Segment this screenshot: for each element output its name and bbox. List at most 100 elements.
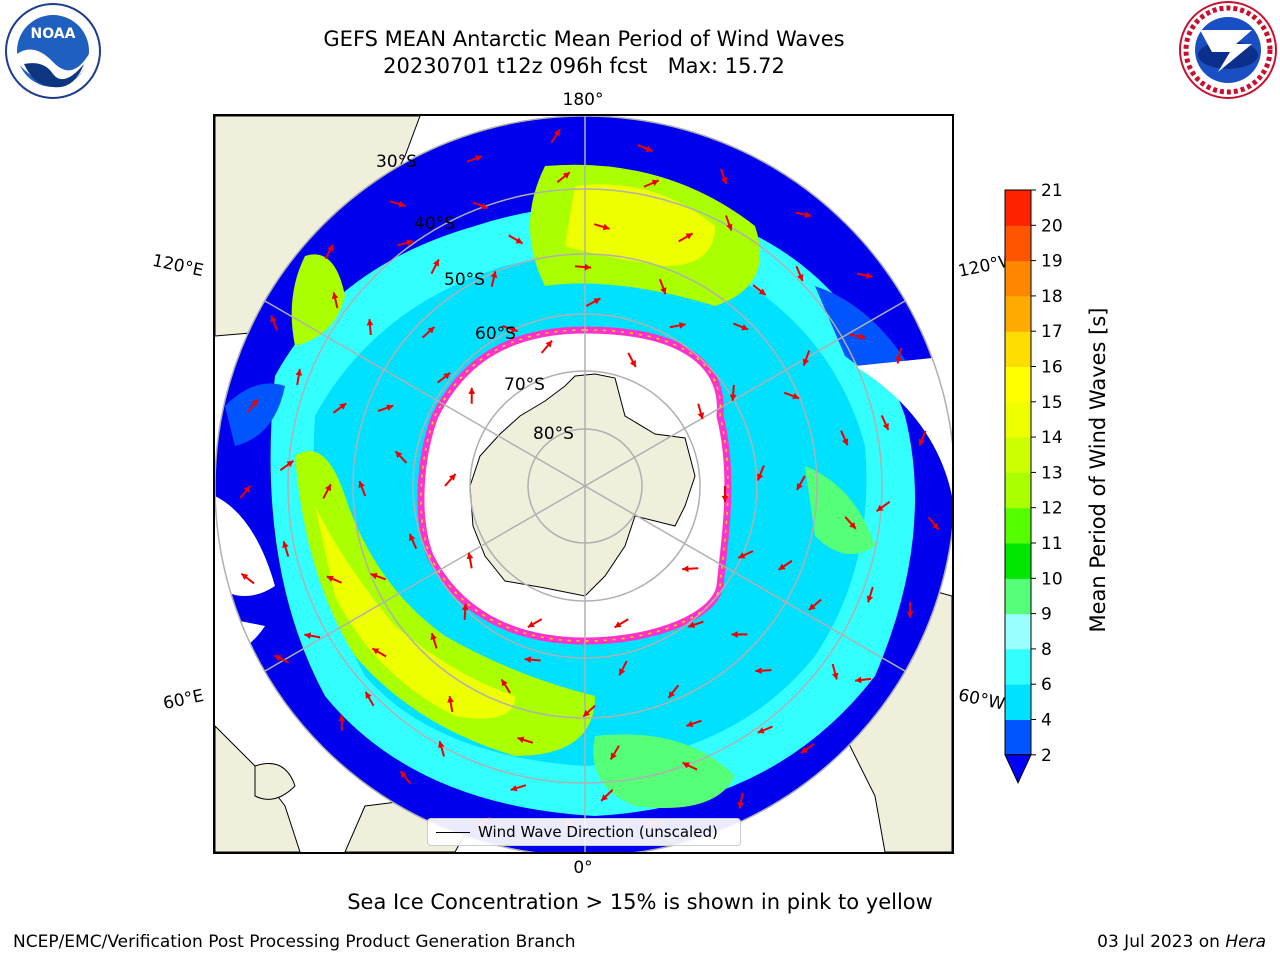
wave-direction-arrowhead [737, 801, 745, 809]
legend-label: Wind Wave Direction (unscaled) [478, 823, 718, 841]
lat-label-80s: 80°S [533, 424, 574, 444]
footer-host: Hera [1225, 932, 1266, 952]
wave-direction-arrowhead [610, 752, 617, 760]
wave-direction-arrowhead [866, 595, 874, 603]
sea-ice-caption: Sea Ice Concentration > 15% is shown in … [347, 890, 933, 914]
wave-direction-arrowhead [480, 202, 488, 210]
wave-direction-arrowhead [757, 727, 765, 734]
wave-direction-arrowhead [447, 696, 454, 703]
wave-direction-arrowhead [802, 358, 809, 366]
colorbar-segment [1005, 225, 1031, 262]
wave-direction-arrowhead [583, 709, 590, 717]
colorbar-segment [1005, 260, 1031, 297]
colorbar-tick-label: 4 [1041, 711, 1052, 731]
wave-direction-arrowhead [510, 784, 518, 792]
lat-label-30s: 30°S [376, 152, 417, 172]
wave-direction-arrowhead [395, 451, 403, 459]
wave-direction-arrowhead [251, 399, 258, 407]
colorbar-segment [1005, 578, 1031, 615]
wave-direction-arrowhead [757, 473, 764, 481]
wave-direction-arrowhead [602, 223, 610, 231]
wave-direction-arrowhead [855, 676, 862, 684]
wave-direction-arrowhead [243, 485, 251, 493]
wave-direction-arrowhead [688, 621, 696, 629]
colorbar-segment [1005, 437, 1031, 473]
wave-direction-arrowhead [461, 603, 469, 611]
wave-direction-arrowhead [697, 412, 705, 420]
wave-direction-arrowhead [409, 533, 416, 541]
colorbar-tick-label: 8 [1041, 640, 1052, 660]
legend-line-swatch [436, 832, 470, 833]
wave-direction-arrowhead [619, 668, 626, 676]
wave-direction-arrowhead [501, 679, 508, 687]
wave-direction-arrowhead [726, 223, 733, 231]
wave-direction-arrowhead [432, 259, 439, 267]
wave-direction-arrowhead [372, 648, 380, 655]
svg-text:NOAA: NOAA [31, 26, 76, 42]
wave-direction-arrowhead [758, 288, 766, 295]
wave-direction-arrowhead [324, 484, 331, 492]
wave-direction-arrowhead [274, 655, 282, 662]
wave-direction-arrowhead [932, 522, 939, 530]
wave-direction-arrowhead [438, 741, 445, 748]
wave-direction-arrowhead [849, 521, 856, 529]
colorbar-tick-label: 14 [1041, 428, 1063, 448]
colorbar-tick-label: 2 [1041, 746, 1052, 766]
wave-direction-arrowhead [614, 621, 622, 628]
map-canvas [215, 116, 952, 852]
wave-direction-arrowhead [804, 211, 812, 218]
wave-direction-arrowhead [295, 369, 303, 376]
wave-direction-arrowhead [593, 298, 601, 305]
polar-map [213, 114, 954, 854]
wave-direction-arrowhead [400, 771, 407, 778]
colorbar-tick-label: 9 [1041, 605, 1052, 625]
colorbar-tick-label: 15 [1041, 393, 1063, 413]
colorbar-segment [1005, 684, 1031, 720]
wave-direction-arrowhead [443, 372, 451, 380]
wave-direction-arrowhead [601, 794, 608, 801]
wave-direction-arrowhead [876, 504, 884, 512]
colorbar-segment [1005, 507, 1031, 544]
wave-direction-arrowhead [358, 481, 365, 488]
wave-direction-arrowhead [331, 292, 339, 300]
wave-direction-arrowhead [865, 272, 873, 279]
wave-direction-arrowhead [858, 333, 866, 340]
noaa-logo: NOAA [5, 3, 101, 99]
wave-direction-arrowhead [466, 552, 474, 560]
wave-direction-arrowhead [668, 690, 675, 698]
wave-direction-arrowhead [338, 714, 346, 722]
colorbar-segment [1005, 401, 1031, 438]
colorbar-segment [1005, 190, 1031, 226]
wave-direction-arrowhead [738, 552, 746, 559]
wave-direction-arrowhead [796, 482, 803, 490]
colorbar-segment [1005, 648, 1031, 685]
wave-direction-arrowhead [682, 565, 689, 573]
wave-direction-arrowhead [906, 611, 914, 618]
lat-label-40s: 40°S [414, 214, 455, 234]
colorbar-segment [1005, 295, 1031, 332]
footer-date: 03 Jul 2023 on [1097, 932, 1220, 952]
wave-direction-arrowhead [304, 632, 312, 639]
colorbar-segment [1005, 366, 1031, 403]
wave-direction-arrowhead [831, 672, 839, 680]
colorbar-tick-label: 17 [1041, 322, 1063, 342]
wave-direction-arrowhead [398, 200, 406, 208]
wave-direction-arrowhead [527, 621, 535, 628]
lon-label-180: 180° [562, 90, 604, 110]
wave-direction-arrowhead [366, 319, 374, 326]
colorbar-segment [1005, 331, 1031, 367]
lon-label-0: 0° [573, 858, 593, 878]
colorbar-under-arrow [1004, 754, 1032, 784]
wave-direction-arrowhead [778, 563, 786, 570]
chart-subtitle: 20230701 t12z 096h fcst Max: 15.72 [383, 54, 785, 78]
nws-logo [1179, 1, 1277, 99]
credit-text: NCEP/EMC/Verification Post Processing Pr… [13, 932, 576, 952]
wave-direction-arrowhead [553, 129, 561, 137]
wave-direction-arrowhead [327, 244, 334, 252]
colorbar-segment [1005, 543, 1031, 579]
lon-label-60e: 60°E [161, 685, 206, 715]
wave-direction-arrowhead [448, 473, 456, 481]
wave-direction-arrowhead [339, 403, 347, 410]
wave-direction-arrowhead [517, 736, 525, 743]
colorbar-segment [1005, 613, 1031, 650]
